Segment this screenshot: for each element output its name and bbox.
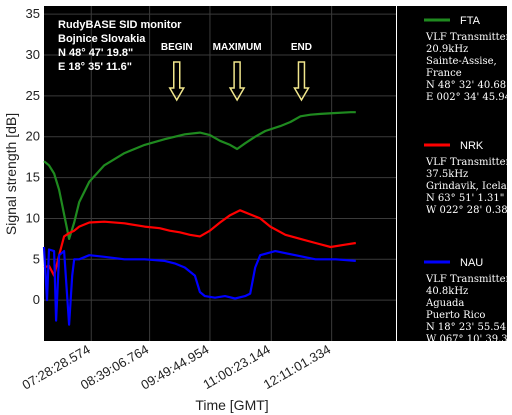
x-axis: 07:28:28.57408:39:06.76409:49:44.95411:0…	[20, 342, 334, 393]
legend-info-line: VLF Transmitter	[425, 157, 511, 168]
y-tick-label: 15	[26, 170, 40, 185]
event-arrow-icon	[293, 61, 310, 102]
legend-info-line: 37.5kHz	[426, 169, 468, 180]
legend-info-line: France	[426, 68, 462, 79]
events-layer: BEGIN MAXIMUM END	[161, 42, 312, 102]
y-tick-label: 30	[26, 47, 40, 62]
event-label-begin: BEGIN	[161, 42, 193, 53]
grid-lines	[44, 6, 396, 341]
legend-label-nrk: NRK	[460, 140, 484, 152]
event-label-end: END	[291, 42, 312, 53]
legend-info-line: 20.9kHz	[426, 44, 468, 55]
station-info-line: RudyBASE SID monitor	[58, 19, 182, 31]
y-tick-label: 25	[26, 88, 40, 103]
y-tick-label: 20	[26, 129, 40, 144]
y-tick-label: 35	[26, 6, 40, 21]
legend-info-line: N 48° 32' 40.68	[426, 80, 506, 91]
series-layer	[42, 111, 356, 326]
station-info-line: N 48° 47' 19.8"	[58, 47, 133, 59]
legend-info-line: Aguada	[425, 298, 464, 309]
legend-label-fta: FTA	[460, 15, 481, 27]
x-tick-label: 09:49:44.954	[138, 342, 211, 393]
x-axis-title: Time [GMT]	[195, 397, 268, 413]
station-info-line: Bojnice Slovakia	[58, 33, 146, 45]
legend-info-line: N 63° 51' 1.31"	[426, 193, 504, 204]
legend-info-line: Puerto Rico	[426, 310, 485, 321]
series-line-nrk	[43, 209, 356, 277]
series-line-nau	[42, 246, 356, 326]
x-tick-label: 12:11:01.334	[261, 342, 333, 392]
y-axis-title: Signal strength [dB]	[3, 113, 19, 235]
legend-info-line: VLF Transmitter	[425, 274, 511, 285]
legend-info-line: N 18° 23' 55.54"	[426, 322, 511, 333]
y-tick-label: 5	[33, 251, 40, 266]
legend-info-line: E 002° 34' 45.94	[426, 92, 511, 103]
plot-area	[44, 6, 396, 341]
legend-panel	[397, 6, 507, 341]
y-axis: 0 5 10 15 20 25 30 35	[26, 6, 40, 307]
station-info-box: RudyBASE SID monitor Bojnice Slovakia N 48…	[58, 19, 182, 73]
event-arrow-icon	[228, 61, 246, 102]
legend-info-line: 40.8kHz	[426, 286, 468, 297]
event-label-maximum: MAXIMUM	[213, 42, 262, 53]
legend-info-line: Grindavik, Iceland	[426, 181, 512, 192]
x-tick-label: 11:00:23.144	[200, 342, 272, 392]
legend-info-line: W 067° 10' 39.36"	[426, 334, 512, 345]
legend-label-nau: NAU	[460, 257, 483, 269]
legend-info-line: W 022° 28' 0.38"	[426, 205, 512, 216]
y-tick-label: 0	[33, 292, 40, 307]
event-arrow-icon	[168, 61, 186, 102]
legend-info-line: Sainte-Assise,	[426, 56, 497, 67]
legend-info-line: VLF Transmitter	[425, 32, 511, 43]
y-tick-label: 10	[26, 210, 40, 225]
station-info-line: E 18° 35' 11.6"	[58, 61, 132, 73]
